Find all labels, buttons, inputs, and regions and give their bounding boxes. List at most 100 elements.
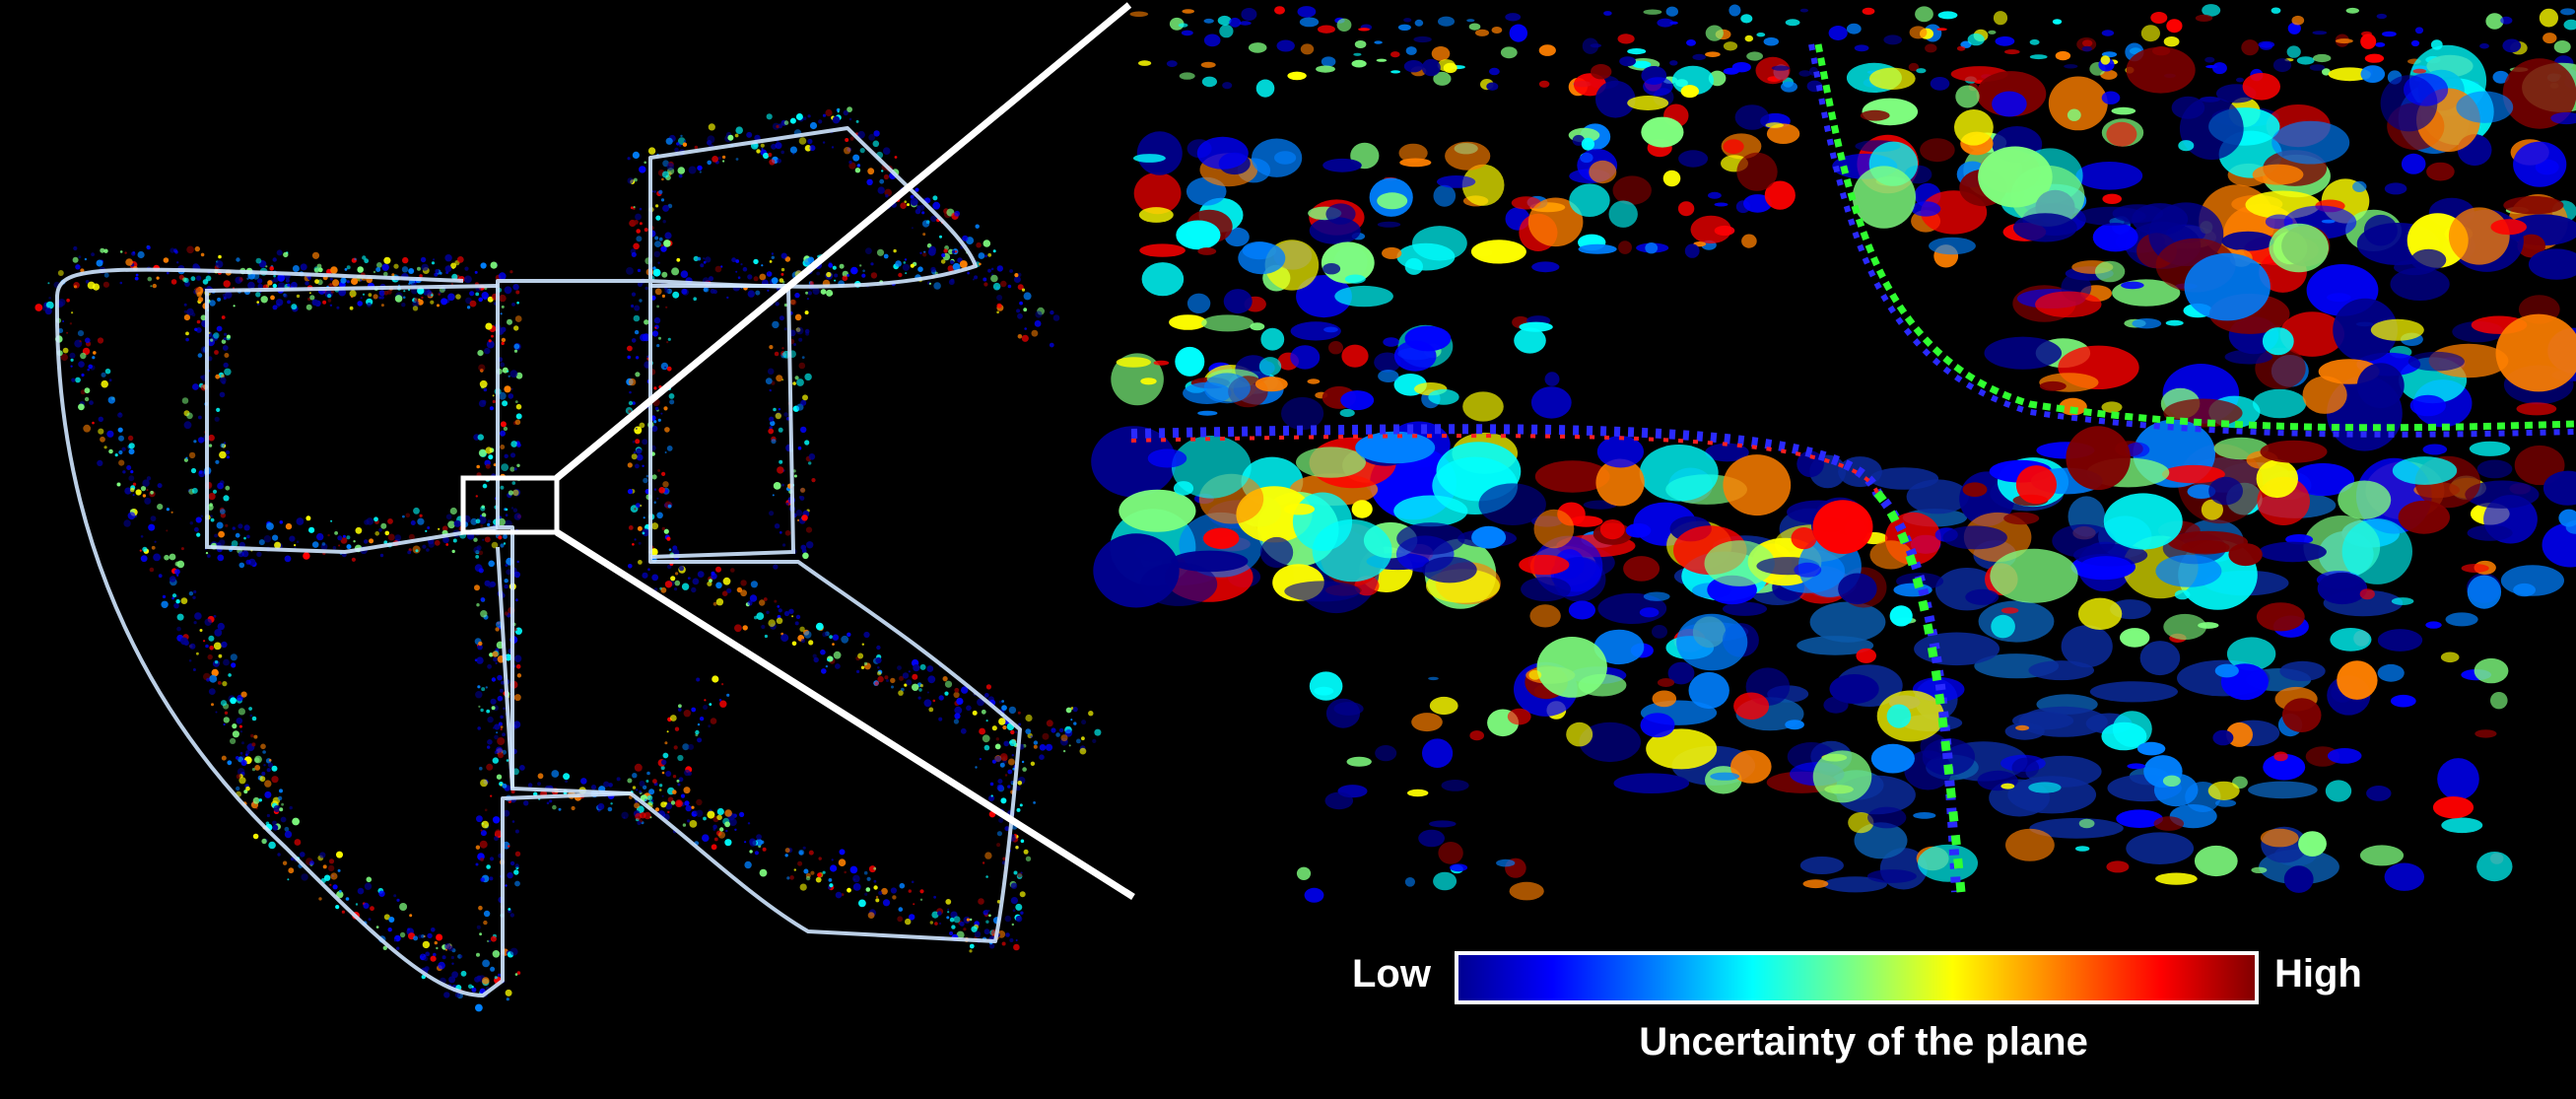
overview-point [190,467,197,474]
overview-point [500,543,505,548]
plane-ellipse [1704,540,1775,586]
plane-ellipse [1722,601,1768,616]
overview-point [700,263,705,268]
zoomed-planes [1091,4,2576,903]
overview-point [633,242,640,250]
overview-point [780,272,784,276]
overview-point [730,568,735,573]
overview-point [784,848,790,854]
plane-ellipse [1764,180,1796,210]
overview-point [800,487,806,493]
plane-ellipse [2377,629,2423,652]
overview-point [983,744,990,751]
overview-point [885,194,889,198]
overview-point [403,290,406,293]
overview-point [441,525,448,531]
overview-point [680,793,686,798]
overview-point [422,544,427,549]
plane-ellipse [1868,67,1916,91]
overview-point [645,474,649,478]
overview-point [118,435,124,442]
overview-point [245,559,251,565]
overview-point [808,640,814,646]
overview-point [220,509,226,515]
plane-ellipse [2327,293,2351,303]
overview-point [380,522,387,529]
overview-point [373,516,378,522]
overview-point [346,265,351,270]
plane-ellipse [1296,866,1312,880]
overview-point [537,773,544,780]
overview-point [451,971,458,979]
overview-point [500,727,503,731]
overview-point [428,541,435,548]
overview-point [410,520,416,525]
plane-ellipse [1569,515,1603,527]
overview-point [239,276,243,281]
overview-point [73,282,80,289]
plane-ellipse [1284,581,1361,602]
overview-point [210,338,214,342]
overview-point [759,599,766,606]
overview-point [490,966,496,972]
plane-ellipse [2404,73,2449,106]
plane-ellipse [2322,68,2331,76]
plane-ellipse [2302,376,2347,414]
overview-point [166,529,169,532]
overview-point [766,113,773,120]
overview-point [627,462,633,468]
overview-point [346,280,350,284]
overview-point [666,163,675,171]
overview-point [838,859,847,866]
plane-ellipse [2513,141,2567,187]
overview-point [551,770,560,778]
overview-point [1025,714,1033,722]
overview-point [988,794,995,802]
plane-ellipse [1248,42,1267,53]
overview-point [987,268,991,273]
overview-point [805,875,811,881]
overview-point [504,385,511,393]
overview-point [878,890,883,896]
plane-ellipse [2309,64,2326,71]
overview-point [355,526,363,534]
overview-point [516,463,520,467]
plane-ellipse [1468,23,1481,31]
overview-point [508,845,510,848]
overview-point [351,557,356,562]
overview-point [651,574,659,582]
overview-point [431,261,436,265]
overview-point [85,280,90,284]
overview-point [655,204,659,208]
overview-point [269,266,275,271]
overview-point [142,494,147,498]
plane-ellipse [2500,16,2513,25]
overview-point [235,756,239,760]
overview-point [62,347,69,354]
overview-point [246,534,250,539]
overview-point [985,875,988,878]
overview-point [674,587,678,591]
overview-point [913,664,920,672]
overview-point [305,281,309,286]
overview-point [931,911,939,919]
overview-point [202,279,209,285]
overview-point [434,539,441,546]
overview-point [477,350,484,357]
plane-ellipse [1639,445,1719,502]
overview-point [652,779,657,784]
overview-point [716,814,722,821]
plane-ellipse [1433,71,1452,86]
overview-point [272,820,277,826]
overview-point [263,764,266,767]
overview-point [666,341,669,344]
overview-point [950,259,955,265]
overview-point [189,643,196,650]
plane-ellipse [2103,493,2183,550]
overview-point [1094,728,1102,736]
overview-point [654,236,659,240]
overview-point [123,519,131,527]
plane-ellipse [1471,525,1507,549]
overview-point [628,564,633,569]
overview-point [753,258,759,265]
